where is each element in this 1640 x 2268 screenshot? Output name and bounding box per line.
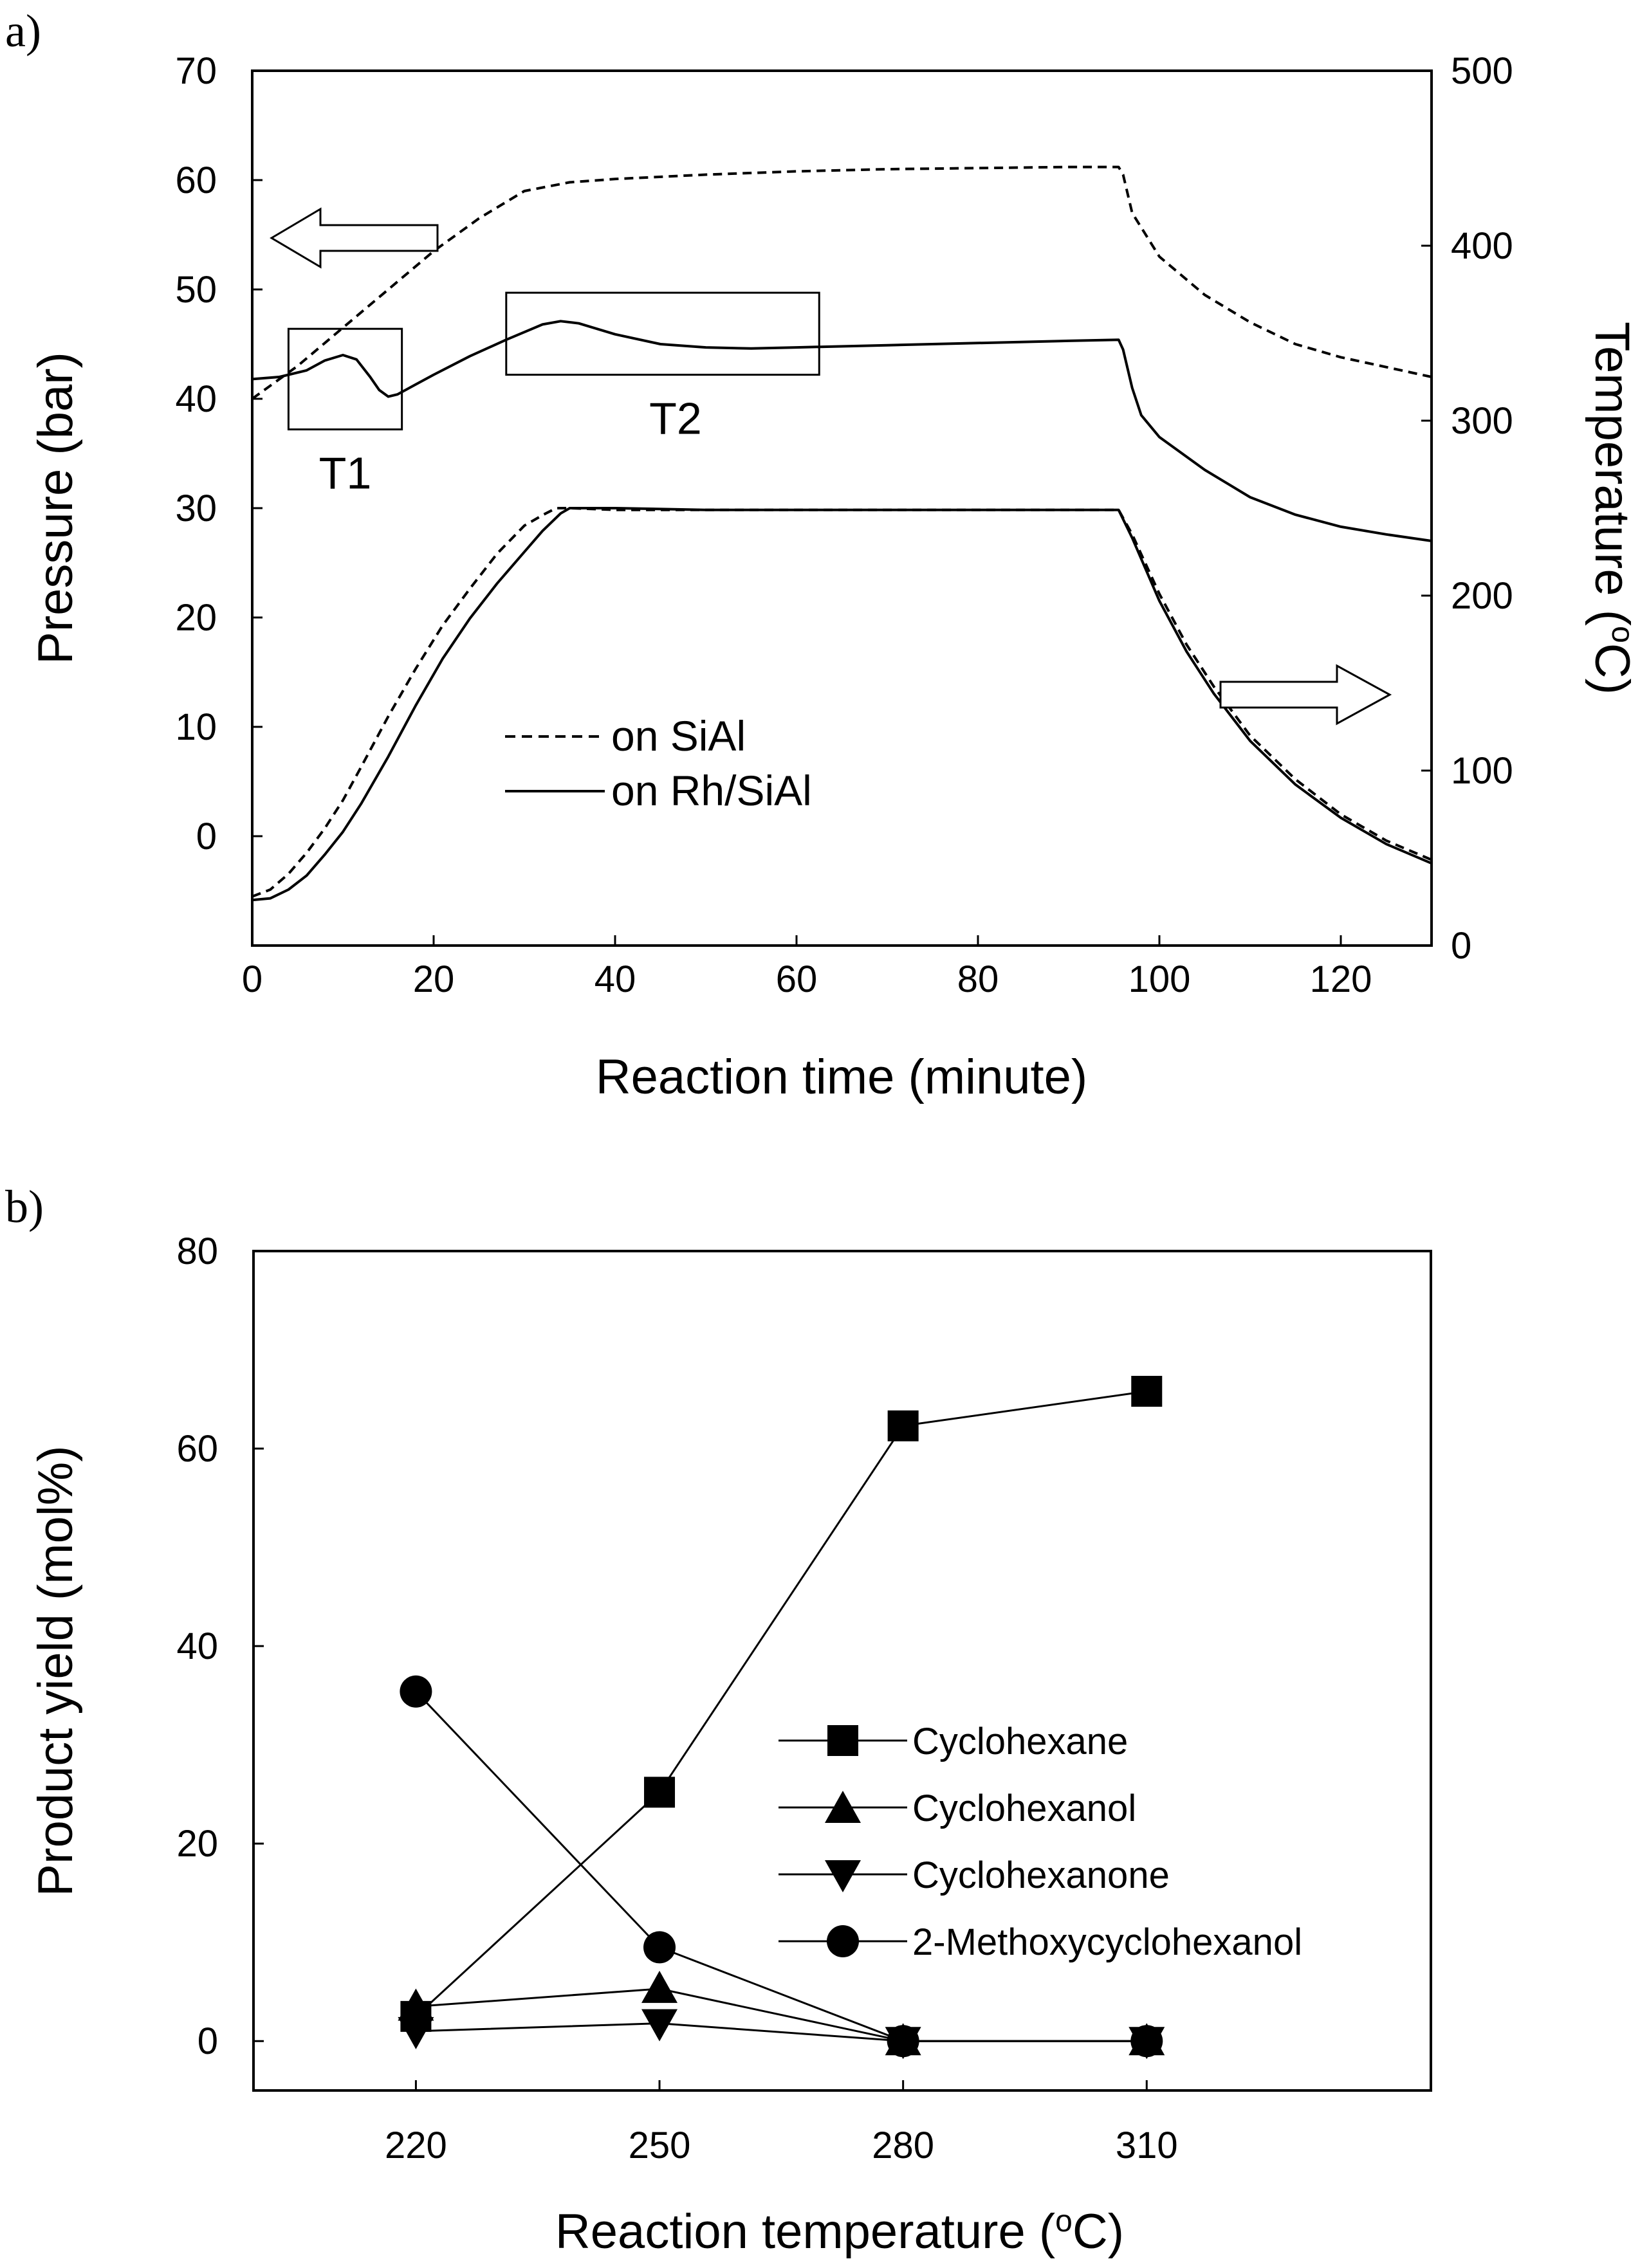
a-x-tick-label: 120	[1310, 958, 1372, 1000]
series-b-point-cyclohexane	[1131, 1376, 1163, 1407]
a-y-tick-label: 0	[196, 816, 217, 857]
b-y-tick-label: 80	[176, 1230, 218, 1272]
a-y2-tick-label: 100	[1451, 750, 1513, 792]
panel-a-label: a)	[5, 5, 41, 57]
chart-a-y2-axis-title-main: Temperature (	[1585, 322, 1639, 626]
chart-b-x-axis-title-sup: o	[1055, 2204, 1073, 2238]
chart-b-y-axis-title: Product yield (mol%)	[28, 1445, 83, 1896]
chart-a-y2-axis-title-sup: o	[1605, 626, 1639, 643]
legend-a-label-on-rh-sial: on Rh/SiAl	[611, 767, 812, 814]
legend-b-label-cyclohexanone: Cyclohexanone	[912, 1854, 1170, 1896]
series-a-temperature-on-rh-sial	[252, 507, 1432, 902]
b-y-tick-label: 20	[176, 1823, 218, 1865]
series-b-point-cyclohexane	[644, 1777, 676, 1808]
series-b-point-cyclohexanone	[398, 2017, 434, 2049]
legend-b-label-cyclohexane: Cyclohexane	[912, 1721, 1128, 1762]
a-y2-tick-label: 0	[1451, 925, 1471, 967]
legend-b-circle-marker	[827, 1925, 859, 1957]
a-x-tick-label: 20	[413, 958, 455, 1000]
series-b-point-2-methoxycyclohexanol	[1130, 2025, 1163, 2058]
b-x-tick-label: 310	[1116, 2125, 1178, 2166]
series-b-point-cyclohexanol	[398, 1988, 434, 2021]
legend-b-label-cyclohexanol: Cyclohexanol	[912, 1788, 1136, 1829]
legend-b-label-methoxycyclohexanol: 2-Methoxycyclohexanol	[912, 1921, 1302, 1963]
b-x-tick-label: 250	[629, 2125, 691, 2166]
chart-a-y2-axis-title-end: C)	[1585, 643, 1639, 695]
a-x-tick-label: 40	[594, 958, 636, 1000]
chart-a: 0 20 40 60 80 100 120 0 10 20 30 40 50 60 70 0 100 200 300…	[28, 50, 1639, 1104]
b-y-tick-label: 0	[198, 2020, 218, 2062]
annotation-box-t1	[287, 327, 403, 431]
chart-b-series	[398, 1376, 1165, 2060]
series-a-pressure-on-sial	[251, 165, 1432, 400]
chart-b-x-axis-title: Reaction temperature (oC)	[555, 2204, 1124, 2259]
chart-a-annotation-boxes: T1 T2	[287, 291, 820, 498]
chart-b-x-axis-title-main: Reaction temperature (	[555, 2204, 1055, 2259]
panel-b-label: b)	[5, 1181, 44, 1232]
series-b-line-2-methoxycyclohexanol	[415, 1690, 1147, 2042]
legend-b-square-marker	[827, 1725, 858, 1756]
chart-a-y-axis-title: Pressure (bar)	[28, 352, 83, 664]
a-y2-tick-label: 200	[1451, 575, 1513, 617]
annotation-label-t2: T2	[649, 394, 702, 444]
series-b-point-cyclohexanol	[641, 1970, 678, 2003]
annotation-label-t1: T1	[319, 448, 372, 498]
legend-b: Cyclohexane Cyclohexanol Cyclohexanone 2…	[779, 1721, 1302, 1963]
b-y-tick-label: 40	[176, 1625, 218, 1667]
a-y-tick-label: 40	[175, 378, 217, 420]
chart-a-x-axis-title: Reaction time (minute)	[596, 1050, 1088, 1104]
series-b-point-2-methoxycyclohexanol	[400, 1675, 432, 1708]
chart-b: 220 250 280 310 0 20 40 60 80 Cyclohexane Cycloh…	[28, 1230, 1432, 2259]
series-b-point-cyclohexane	[887, 1410, 919, 1441]
legend-b-triangle-down-marker	[825, 1860, 861, 1892]
series-b-point-cyclohexanone	[641, 2009, 678, 2042]
annotation-box-t2	[505, 291, 820, 376]
a-y2-tick-label: 500	[1451, 50, 1513, 92]
chart-b-x-axis-title-end: C)	[1073, 2204, 1124, 2259]
a-y-tick-label: 50	[175, 269, 217, 311]
chart-b-plot-frame	[252, 1250, 1432, 2092]
a-y2-tick-label: 300	[1451, 400, 1513, 442]
a-x-tick-label: 60	[776, 958, 818, 1000]
a-y-tick-label: 70	[175, 50, 217, 92]
chart-a-plot-frame	[251, 69, 1433, 947]
b-y-tick-label: 60	[176, 1428, 218, 1470]
series-b-line-cyclohexanone	[416, 2022, 1147, 2042]
chart-a-series	[251, 165, 1432, 902]
a-y2-tick-label: 400	[1451, 225, 1513, 267]
a-y-tick-label: 10	[175, 706, 217, 748]
left-axis-arrow-icon	[270, 207, 439, 269]
a-x-tick-label: 80	[957, 958, 999, 1000]
a-y-tick-label: 30	[175, 488, 217, 529]
legend-b-triangle-up-marker	[825, 1791, 861, 1823]
series-a-pressure-on-rh-sial	[252, 320, 1432, 542]
a-x-tick-label: 0	[242, 958, 263, 1000]
series-b-point-2-methoxycyclohexanol	[643, 1931, 676, 1964]
right-axis-arrow-icon	[1219, 664, 1392, 726]
series-b-point-2-methoxycyclohexanol	[887, 2025, 919, 2058]
a-y-tick-label: 60	[175, 160, 217, 201]
chart-a-ticks: 0 20 40 60 80 100 120 0 10 20 30 40 50 60 70 0 100 200 300…	[175, 50, 1513, 1000]
a-x-tick-label: 100	[1129, 958, 1191, 1000]
legend-a-label-on-sial: on SiAl	[611, 712, 746, 760]
series-b-line-cyclohexane	[415, 1390, 1147, 2018]
b-x-tick-label: 280	[872, 2125, 934, 2166]
series-b-line-cyclohexanol	[416, 1988, 1147, 2042]
chart-a-y2-axis-title: Temperature (oC)	[1585, 322, 1639, 695]
a-y-tick-label: 20	[175, 597, 217, 639]
chart-b-ticks: 220 250 280 310 0 20 40 60 80	[176, 1230, 1177, 2166]
b-x-tick-label: 220	[385, 2125, 447, 2166]
